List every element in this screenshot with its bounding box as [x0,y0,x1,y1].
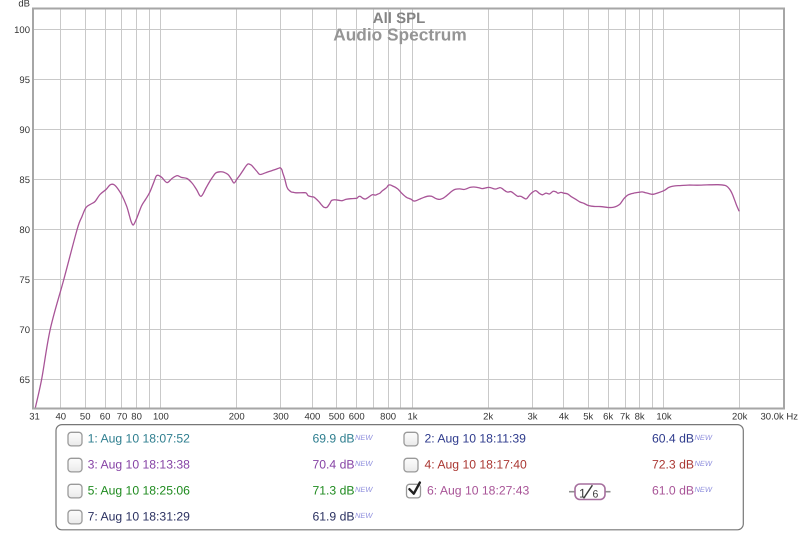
svg-text:300: 300 [273,412,289,423]
svg-text:7: Aug 10 18:31:29: 7: Aug 10 18:31:29 [88,509,191,523]
svg-text:2: Aug 10 18:11:39: 2: Aug 10 18:11:39 [425,431,527,445]
svg-text:4: Aug 10 18:17:40: 4: Aug 10 18:17:40 [425,457,528,471]
svg-text:2k: 2k [483,412,493,423]
svg-text:60.4 dB: 60.4 dB [652,431,694,445]
svg-text:80: 80 [19,225,30,236]
svg-text:500: 500 [329,412,345,423]
svg-text:NEW: NEW [695,485,713,494]
svg-text:6: Aug 10 18:27:43: 6: Aug 10 18:27:43 [427,483,530,497]
svg-text:Audio Spectrum: Audio Spectrum [333,25,466,45]
svg-text:10k: 10k [656,412,672,423]
svg-text:95: 95 [19,75,30,86]
svg-text:70: 70 [19,325,30,336]
svg-text:1: 1 [579,486,586,500]
svg-text:NEW: NEW [695,433,713,442]
svg-text:70: 70 [117,412,128,423]
svg-text:85: 85 [19,175,30,186]
svg-text:69.9 dB: 69.9 dB [312,431,354,445]
svg-text:90: 90 [19,125,30,136]
svg-text:6: 6 [593,489,599,501]
svg-text:NEW: NEW [355,459,373,468]
svg-text:3: Aug 10 18:13:38: 3: Aug 10 18:13:38 [88,457,191,471]
svg-text:5: Aug 10 18:25:06: 5: Aug 10 18:25:06 [88,483,191,497]
svg-text:61.9 dB: 61.9 dB [312,509,354,523]
svg-text:NEW: NEW [355,433,373,442]
svg-text:30.0k Hz: 30.0k Hz [761,412,799,423]
svg-text:NEW: NEW [355,511,373,520]
svg-text:100: 100 [14,25,30,36]
svg-text:800: 800 [380,412,396,423]
svg-text:3k: 3k [527,412,537,423]
svg-text:6k: 6k [603,412,613,423]
svg-text:dB: dB [18,0,30,10]
svg-text:40: 40 [56,412,67,423]
svg-text:5k: 5k [583,412,593,423]
svg-text:8k: 8k [635,412,645,423]
svg-text:All SPL: All SPL [373,10,426,27]
svg-text:600: 600 [349,412,365,423]
svg-text:80: 80 [131,412,142,423]
svg-text:61.0 dB: 61.0 dB [652,483,694,497]
svg-text:NEW: NEW [695,459,713,468]
svg-text:7k: 7k [620,412,630,423]
svg-text:NEW: NEW [355,485,373,494]
svg-text:71.3 dB: 71.3 dB [312,483,354,497]
svg-text:400: 400 [304,412,320,423]
svg-text:50: 50 [80,412,91,423]
svg-text:72.3 dB: 72.3 dB [652,457,694,471]
svg-text:65: 65 [19,375,30,386]
svg-text:100: 100 [153,412,169,423]
svg-text:31: 31 [29,412,40,423]
svg-text:4k: 4k [559,412,569,423]
svg-text:1: Aug 10 18:07:52: 1: Aug 10 18:07:52 [88,431,191,445]
svg-text:20k: 20k [732,412,748,423]
svg-text:1k: 1k [407,412,417,423]
svg-text:60: 60 [100,412,111,423]
svg-text:70.4 dB: 70.4 dB [312,457,354,471]
svg-text:75: 75 [19,275,30,286]
svg-text:200: 200 [229,412,245,423]
